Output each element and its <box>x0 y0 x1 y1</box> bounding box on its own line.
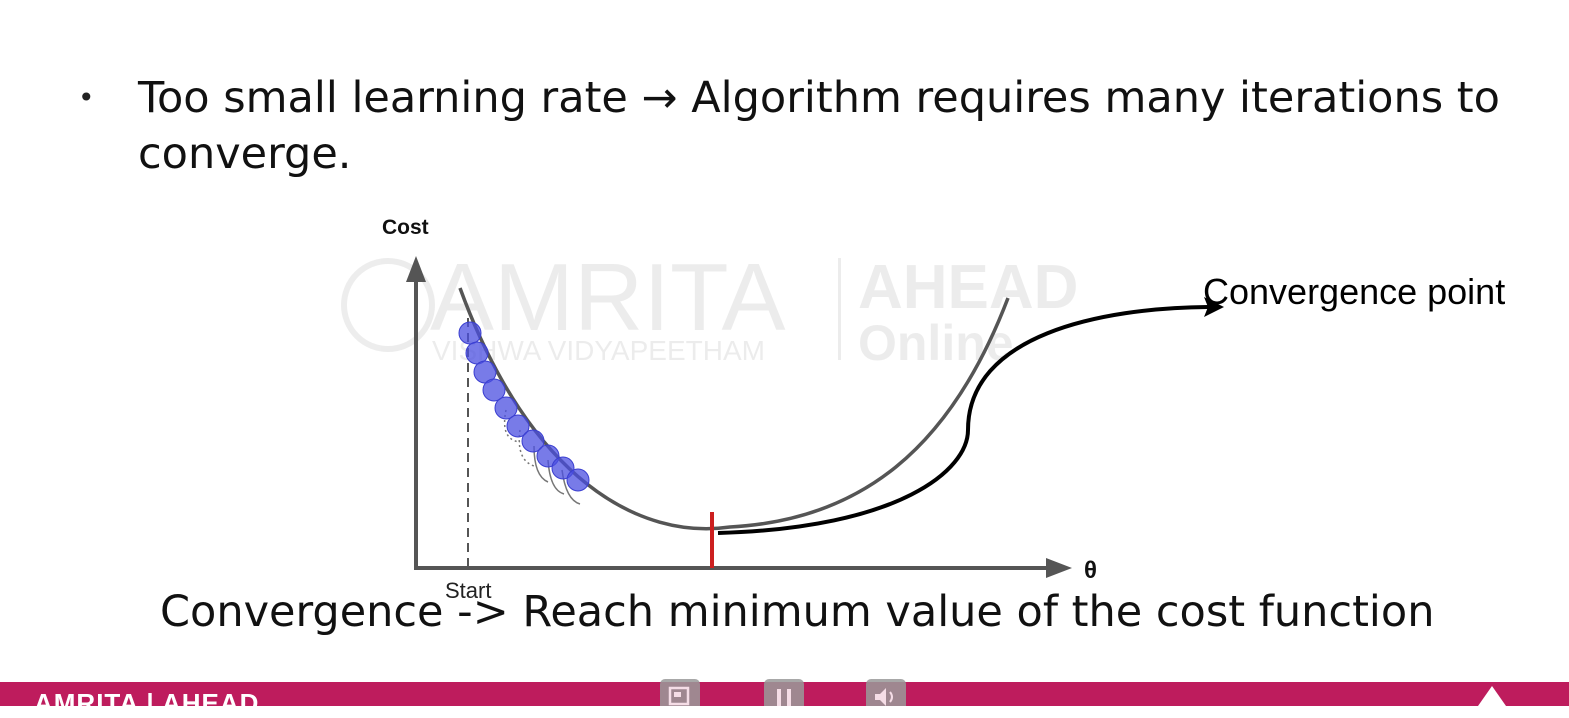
step-point <box>536 444 560 468</box>
watermark-seal-icon <box>341 258 435 352</box>
caption: Convergence -> Reach minimum value of th… <box>160 587 1435 637</box>
volume-button[interactable] <box>866 679 906 706</box>
step-point <box>566 468 590 492</box>
bullet-dot-icon: • <box>78 81 95 114</box>
watermark-divider <box>838 258 841 360</box>
bullet-text: Too small learning rate → Algorithm requ… <box>138 73 1500 179</box>
pause-button[interactable] <box>764 679 804 706</box>
screen-icon <box>668 686 690 706</box>
step-points <box>458 321 590 492</box>
watermark: AMRITA VISHWA VIDYAPEETHAM AHEAD Online <box>341 244 1078 371</box>
screen-button[interactable] <box>660 679 700 706</box>
step-point <box>494 396 518 420</box>
start-label: Start <box>445 578 491 603</box>
watermark-partner: AHEAD <box>858 253 1078 322</box>
pause-icon <box>777 689 791 706</box>
y-axis-label: Cost <box>382 216 429 239</box>
x-axis-label: θ <box>1084 557 1097 584</box>
convergence-label: Convergence point <box>1203 271 1505 312</box>
footer-logo: AMRITA | AHEAD <box>34 688 260 718</box>
watermark-brand: AMRITA <box>430 244 786 351</box>
step-point <box>482 378 506 402</box>
step-point <box>551 456 575 480</box>
x-axis-arrow-icon <box>1046 558 1072 578</box>
scroll-up-icon[interactable] <box>1478 686 1506 706</box>
convergence-arrowhead-icon <box>1204 297 1224 317</box>
y-axis-arrow-icon <box>406 256 426 282</box>
step-point <box>506 414 530 438</box>
volume-icon <box>875 688 893 706</box>
step-point <box>521 429 545 453</box>
step-point <box>458 321 482 345</box>
convergence-arrow <box>717 305 1209 535</box>
